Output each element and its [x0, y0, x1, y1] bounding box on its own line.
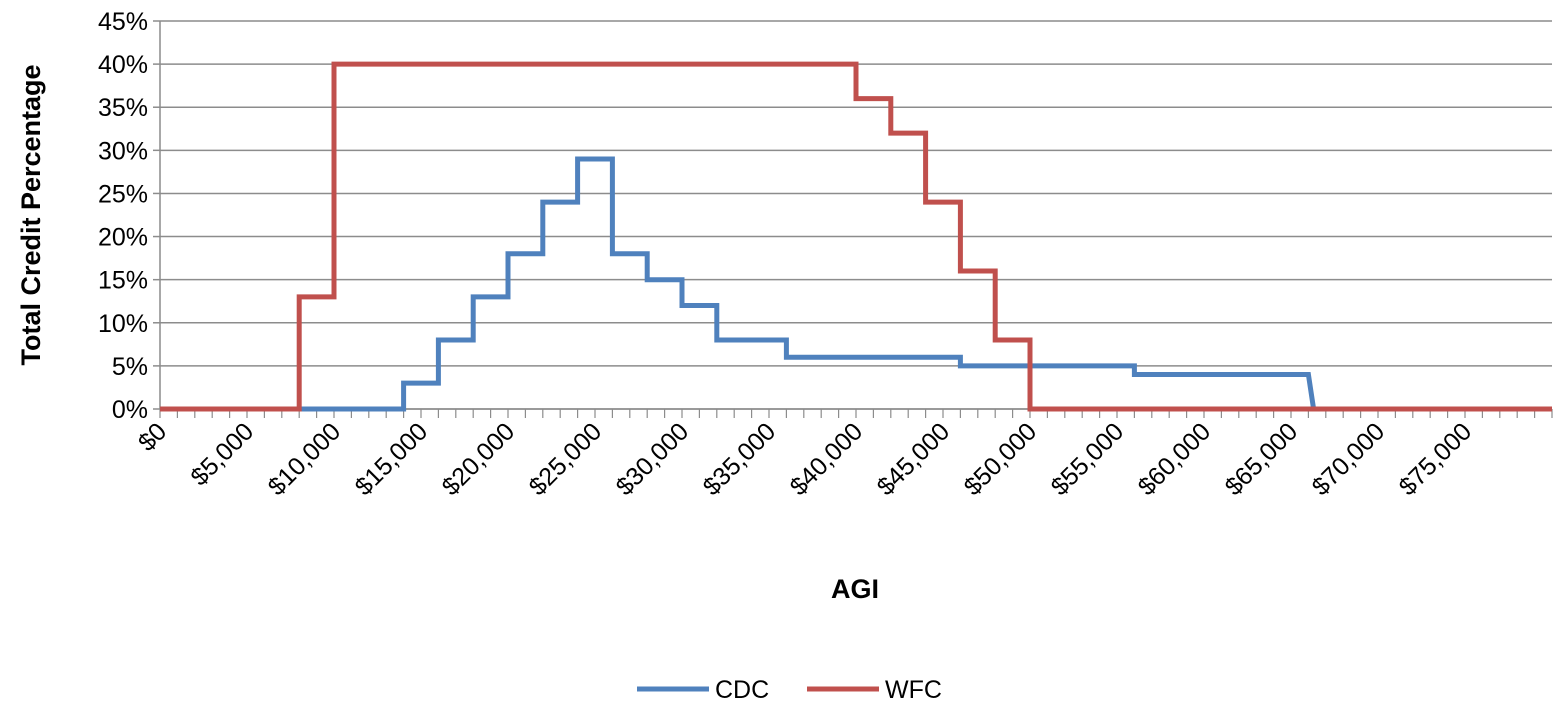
- y-axis-title: Total Credit Percentage: [16, 64, 46, 365]
- x-tick-label-5: $25,000: [524, 417, 608, 501]
- x-tick-label-6: $30,000: [611, 417, 695, 501]
- y-tick-label-3: 15%: [98, 267, 148, 295]
- y-tick-label-4: 20%: [98, 224, 148, 252]
- x-tick-label-8: $40,000: [785, 417, 869, 501]
- y-tick-label-9: 45%: [98, 8, 148, 36]
- y-tick-label-6: 30%: [98, 137, 148, 165]
- y-tick-label-2: 10%: [98, 310, 148, 338]
- y-tick-labels: 0% 5% 10% 15% 20% 25% 30% 35% 40% 45%: [98, 8, 148, 424]
- x-tick-label-3: $15,000: [350, 417, 434, 501]
- x-tick-label-11: $55,000: [1046, 417, 1130, 501]
- y-tick-label-8: 40%: [98, 51, 148, 79]
- x-tick-label-2: $10,000: [263, 417, 347, 501]
- x-tick-label-13: $65,000: [1220, 417, 1304, 501]
- y-tick-label-5: 25%: [98, 180, 148, 208]
- x-axis-title: AGI: [831, 574, 879, 604]
- x-tick-label-15: $75,000: [1394, 417, 1478, 501]
- x-tick-labels: $0 $5,000 $10,000 $15,000 $20,000 $25,000 $30,…: [133, 417, 1477, 501]
- x-tick-label-9: $45,000: [872, 417, 956, 501]
- y-tick-label-7: 35%: [98, 94, 148, 122]
- series-line-cdc: [299, 156, 1317, 412]
- y-tick-label-0: 0%: [112, 396, 148, 424]
- x-tick-label-7: $35,000: [698, 417, 782, 501]
- legend-label-cdc: CDC: [715, 676, 769, 704]
- series-line-wfc: [160, 61, 1552, 412]
- legend: CDC WFC: [637, 676, 942, 704]
- series-lines: [160, 61, 1552, 412]
- y-tick-label-1: 5%: [112, 353, 148, 381]
- x-tick-label-14: $70,000: [1307, 417, 1391, 501]
- x-tick-label-4: $20,000: [437, 417, 521, 501]
- x-tick-label-1: $5,000: [185, 417, 259, 491]
- x-tick-label-10: $50,000: [959, 417, 1043, 501]
- legend-label-wfc: WFC: [885, 676, 942, 704]
- x-tick-label-12: $60,000: [1133, 417, 1217, 501]
